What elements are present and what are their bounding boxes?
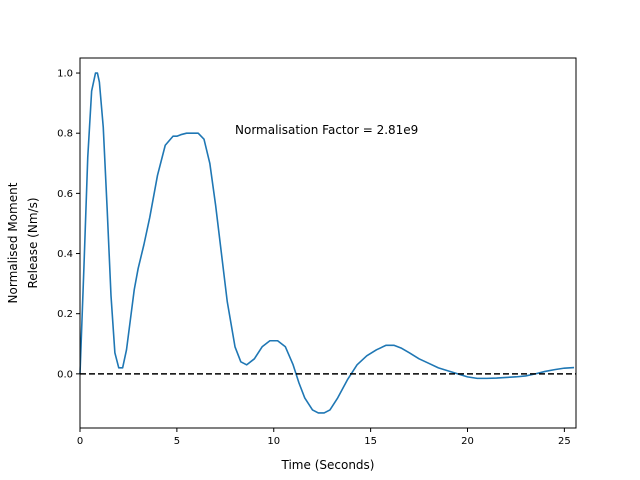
- x-axis-label: Time (Seconds): [281, 458, 375, 472]
- y-tick-label: 0.8: [57, 129, 73, 140]
- x-tick-label: 15: [364, 436, 377, 447]
- x-tick-label: 0: [77, 436, 83, 447]
- x-tick-label: 10: [267, 436, 280, 447]
- y-tick-label: 0.0: [57, 369, 73, 380]
- x-tick-label: 25: [558, 436, 571, 447]
- y-tick-label: 1.0: [57, 69, 73, 80]
- plot-area: 0 5 10 15 20 25 0.0 0.2 0.4 0.6 0.8 1.0: [57, 57, 577, 447]
- y-axis-label-line-1: Normalised Moment: [6, 182, 20, 303]
- y-tick-label: 0.4: [57, 249, 73, 260]
- y-tick-label: 0.2: [57, 309, 73, 320]
- x-tick-label: 20: [461, 436, 474, 447]
- y-tick-label: 0.6: [57, 189, 73, 200]
- data-line-series-0: [79, 72, 575, 414]
- axes-frame: [79, 57, 577, 429]
- y-axis-label-line-2: Release (Nm/s): [26, 197, 40, 288]
- chart-annotation: Normalisation Factor = 2.81e9: [235, 123, 418, 137]
- x-tick-label: 5: [174, 436, 180, 447]
